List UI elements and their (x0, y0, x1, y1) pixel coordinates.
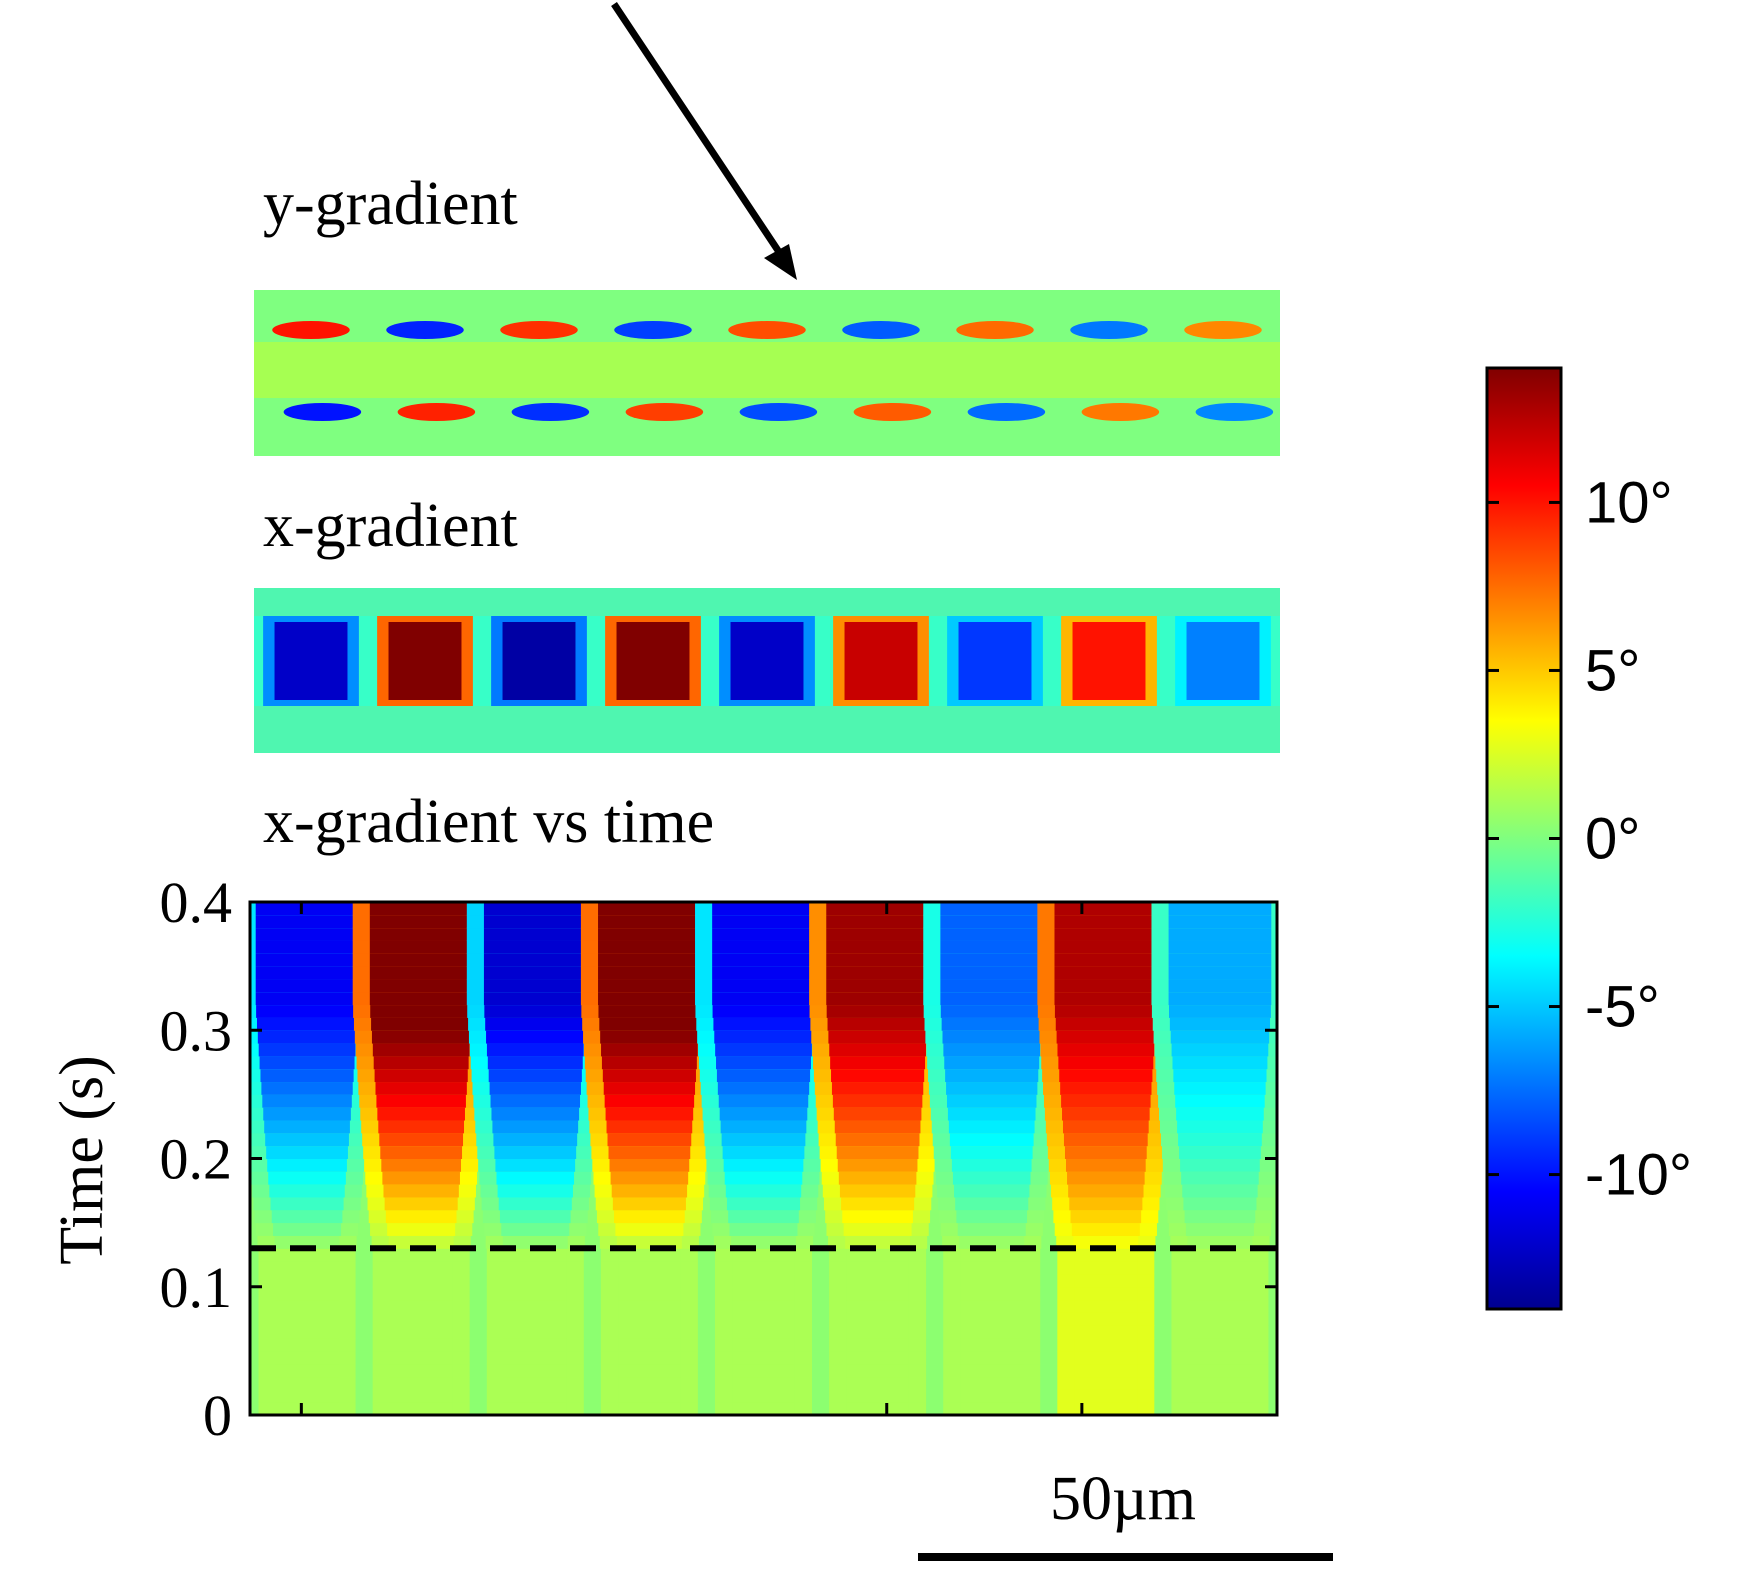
y-tick-label: 0.4 (160, 870, 233, 935)
x-gradient-block (263, 616, 359, 706)
x-gradient-block (1061, 616, 1157, 706)
colorbar-ticks: -10° -5° 0° 5° 10° (1487, 470, 1692, 1208)
y-gradient-edge-pair (1070, 321, 1160, 421)
y-gradient-edge-pair (386, 321, 476, 421)
y-tick-label: 0 (203, 1383, 232, 1448)
y-gradient-edge-pair (728, 321, 818, 421)
heatmap-stripe (250, 902, 376, 1415)
x-gradient-title: x-gradient (263, 492, 518, 560)
heatmap-stripe (580, 902, 718, 1415)
colorbar-tick-label: 5° (1585, 638, 1640, 703)
heatmap-stripe (695, 902, 832, 1415)
scale-bar (918, 1553, 1333, 1561)
y-gradient-edge-pair (272, 321, 362, 421)
y-axis-label: Time (s) (48, 1055, 116, 1265)
x-gradient-block (491, 616, 587, 706)
heatmap-stripe (1037, 902, 1175, 1415)
heatmap-stripe (352, 902, 490, 1415)
x-gradient-block (833, 616, 929, 706)
x-gradient-block (605, 616, 701, 706)
x-gradient-block (1175, 616, 1271, 706)
heatmap-stripe (1151, 902, 1277, 1415)
y-tick-label: 0.1 (160, 1255, 233, 1320)
x-vs-time-title: x-gradient vs time (263, 788, 714, 856)
heatmap-stripe (466, 902, 604, 1415)
y-tick-labels: 0 0.1 0.2 0.3 0.4 (160, 870, 233, 1448)
heatmap-ticks (250, 900, 1277, 1417)
y-gradient-edge-pair (500, 321, 590, 421)
x-gradient-image (254, 588, 1280, 753)
y-gradient-edge-pair (614, 321, 704, 421)
x-vs-time-heatmap (250, 902, 1277, 1415)
y-gradient-title: y-gradient (263, 170, 518, 238)
colorbar-tick-label: -10° (1585, 1143, 1692, 1208)
y-tick-label: 0.2 (160, 1127, 233, 1192)
y-gradient-edge-pair (956, 321, 1046, 421)
y-tick-label: 0.3 (160, 998, 233, 1063)
x-gradient-block (719, 616, 815, 706)
scale-bar-label: 50µm (1050, 1465, 1196, 1533)
y-gradient-image (254, 290, 1280, 456)
y-gradient-band (254, 342, 1280, 398)
y-gradient-edge-pair (842, 321, 932, 421)
y-gradient-edge-pair (1184, 321, 1274, 421)
x-gradient-block (947, 616, 1043, 706)
heatmap-stripe (809, 902, 947, 1415)
colorbar (1485, 366, 1563, 1311)
x-gradient-block (377, 616, 473, 706)
colorbar-tick-label: 0° (1585, 807, 1640, 872)
heatmap-stripe (923, 902, 1061, 1415)
colorbar-tick-label: -5° (1585, 975, 1660, 1040)
colorbar-tick-label: 10° (1585, 470, 1673, 535)
annotation-arrow (611, 2, 797, 280)
